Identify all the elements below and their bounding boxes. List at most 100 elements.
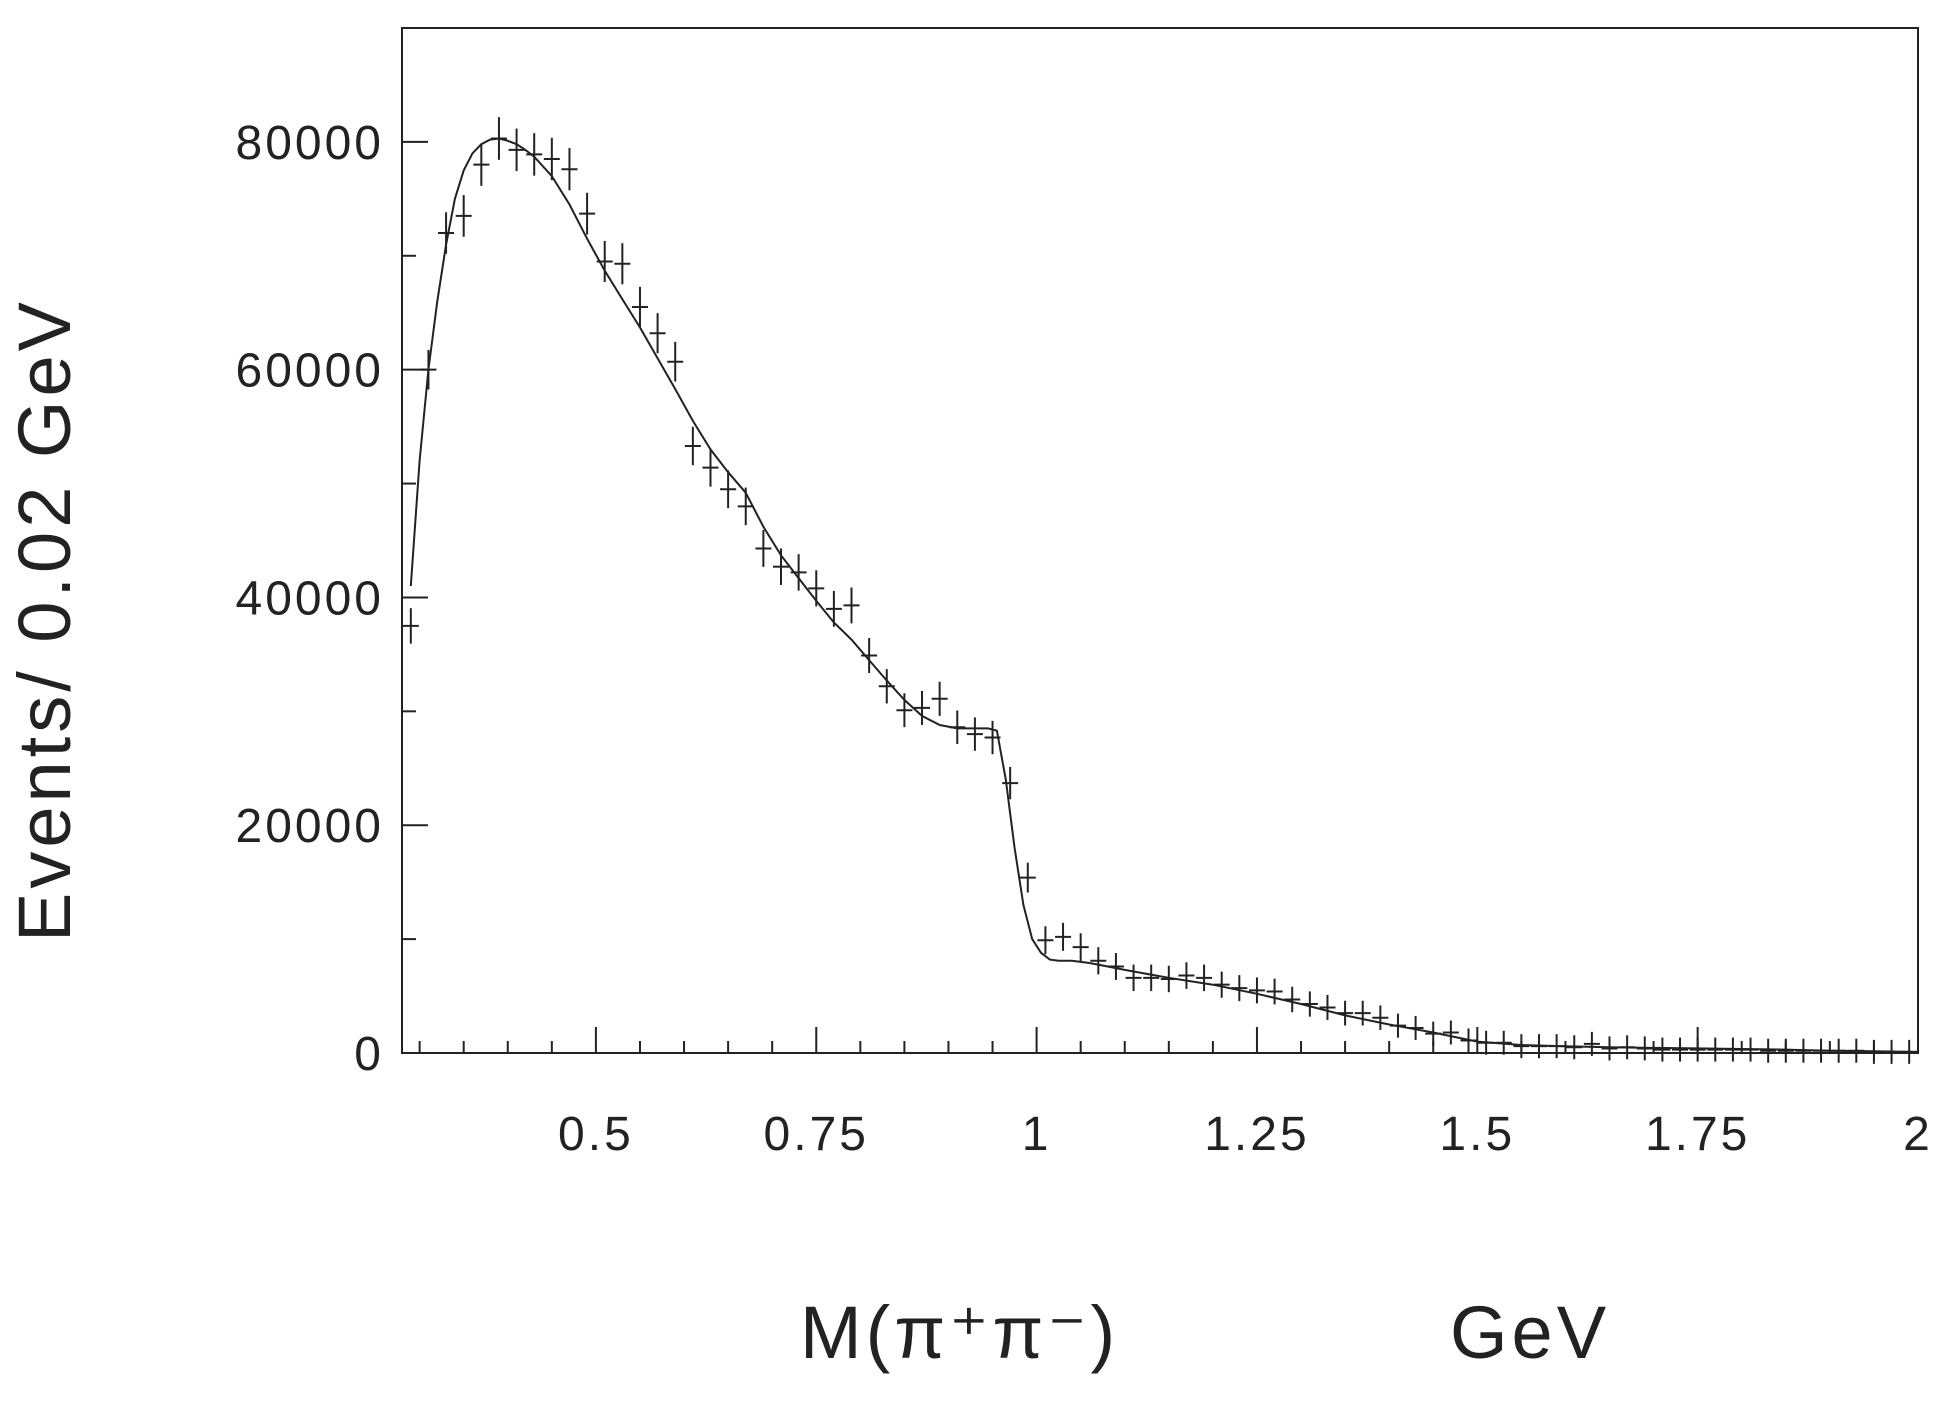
data-point bbox=[402, 608, 419, 644]
data-point bbox=[1284, 986, 1301, 1013]
data-point bbox=[455, 195, 472, 237]
data-point bbox=[861, 638, 878, 674]
y-axis-ticks: 0 20000 40000 60000 80000 bbox=[236, 27, 428, 1081]
data-point bbox=[702, 448, 719, 487]
y-tick-label: 20000 bbox=[236, 800, 384, 853]
data-point bbox=[1442, 1020, 1459, 1045]
data-point bbox=[1425, 1021, 1442, 1046]
data-point bbox=[667, 341, 684, 382]
data-point bbox=[1531, 1034, 1547, 1059]
data-point bbox=[579, 192, 596, 235]
data-point bbox=[631, 286, 648, 328]
data-point bbox=[1795, 1038, 1812, 1063]
data-point bbox=[1072, 933, 1089, 961]
x-tick-label: 0.5 bbox=[558, 1108, 634, 1161]
data-point bbox=[755, 530, 772, 567]
x-axis-ticks: 0.5 0.75 1 1.25 1.5 1.75 2 bbox=[418, 1027, 1933, 1161]
data-point bbox=[473, 143, 490, 186]
data-point bbox=[561, 148, 578, 191]
data-point bbox=[1319, 994, 1336, 1020]
data-point bbox=[438, 212, 455, 254]
x-axis-title: M(π⁺π⁻) bbox=[800, 1291, 1119, 1374]
data-point bbox=[649, 313, 666, 354]
data-point bbox=[1566, 1035, 1583, 1060]
data-point bbox=[1513, 1034, 1530, 1059]
data-point bbox=[684, 426, 701, 466]
data-point bbox=[1337, 1000, 1354, 1026]
data-point bbox=[1813, 1038, 1830, 1063]
data-point bbox=[914, 690, 931, 725]
data-point bbox=[1143, 964, 1160, 992]
x-tick-label: 1.75 bbox=[1645, 1108, 1750, 1161]
data-point bbox=[1196, 964, 1213, 992]
data-point bbox=[596, 240, 613, 283]
data-point bbox=[1883, 1039, 1900, 1064]
data-point bbox=[1848, 1038, 1865, 1063]
data-point bbox=[1601, 1036, 1618, 1061]
data-point bbox=[1019, 862, 1036, 893]
data-point bbox=[1354, 1000, 1371, 1026]
data-point bbox=[1213, 971, 1230, 998]
data-point bbox=[1654, 1037, 1671, 1062]
data-point bbox=[1672, 1037, 1689, 1062]
data-point bbox=[1266, 978, 1283, 1005]
data-point bbox=[1389, 1013, 1406, 1038]
y-tick-label: 60000 bbox=[236, 345, 384, 398]
data-point bbox=[1619, 1035, 1636, 1060]
data-point bbox=[984, 720, 1001, 755]
data-point bbox=[825, 590, 842, 627]
data-point bbox=[1407, 1015, 1424, 1040]
data-points bbox=[402, 117, 1918, 1064]
data-point bbox=[1548, 1034, 1565, 1059]
x-axis-unit: GeV bbox=[1450, 1291, 1610, 1374]
x-tick-label: 2 bbox=[1903, 1108, 1933, 1161]
data-point bbox=[1830, 1038, 1847, 1063]
data-point bbox=[526, 133, 543, 176]
data-point bbox=[1178, 962, 1195, 989]
data-point bbox=[1231, 975, 1248, 1002]
data-point bbox=[508, 128, 525, 172]
data-point bbox=[1090, 947, 1107, 975]
data-point bbox=[1160, 965, 1177, 993]
data-point bbox=[1495, 1030, 1512, 1055]
data-point bbox=[790, 554, 807, 591]
data-point bbox=[1724, 1037, 1741, 1062]
data-point bbox=[1583, 1031, 1600, 1056]
data-point bbox=[543, 137, 560, 181]
data-point bbox=[1742, 1037, 1759, 1062]
data-point bbox=[1301, 991, 1318, 1017]
data-point bbox=[949, 710, 966, 745]
data-point bbox=[931, 681, 948, 716]
data-point bbox=[737, 487, 754, 526]
data-point bbox=[1760, 1038, 1777, 1063]
x-tick-label: 1.25 bbox=[1204, 1108, 1309, 1161]
data-point bbox=[966, 717, 983, 751]
data-point bbox=[1865, 1039, 1882, 1064]
data-point bbox=[1055, 922, 1072, 951]
data-point bbox=[1777, 1038, 1794, 1063]
y-axis-title: Events/ 0.02 GeV bbox=[3, 298, 86, 942]
y-tick-label: 80000 bbox=[236, 117, 384, 170]
plot-frame bbox=[401, 27, 1919, 1054]
data-point bbox=[1707, 1037, 1724, 1062]
data-point bbox=[490, 117, 507, 160]
data-point bbox=[1901, 1039, 1918, 1064]
data-point bbox=[720, 470, 737, 509]
data-point bbox=[1372, 1005, 1389, 1030]
data-point bbox=[1478, 1030, 1495, 1055]
data-point bbox=[1107, 952, 1124, 980]
data-point bbox=[614, 243, 631, 285]
data-point bbox=[1636, 1036, 1653, 1061]
x-tick-label: 0.75 bbox=[764, 1108, 869, 1161]
data-point bbox=[878, 669, 895, 704]
data-point bbox=[808, 570, 825, 607]
data-point bbox=[420, 349, 437, 390]
data-point bbox=[1689, 1037, 1706, 1062]
y-tick-label: 40000 bbox=[236, 572, 384, 625]
data-point bbox=[1037, 926, 1054, 955]
fit-curve bbox=[409, 137, 1919, 1053]
data-point bbox=[773, 548, 789, 585]
data-point bbox=[1248, 977, 1265, 1004]
data-point bbox=[1460, 1028, 1477, 1053]
